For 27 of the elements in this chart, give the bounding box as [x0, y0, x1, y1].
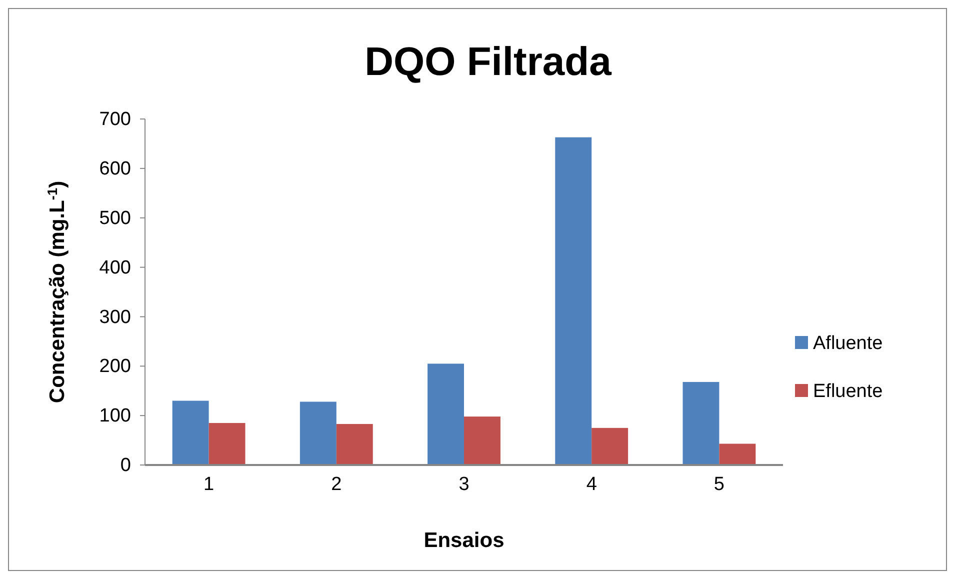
bar — [172, 400, 209, 465]
y-tick-label: 500 — [99, 208, 131, 229]
y-tick-label: 600 — [99, 158, 131, 180]
y-tick-label: 400 — [99, 257, 131, 278]
bar — [208, 422, 246, 465]
y-tick-label: 300 — [99, 306, 131, 328]
bar — [336, 424, 373, 465]
x-tick-label: 3 — [458, 474, 470, 495]
chart-title: DQO Filtrada — [364, 40, 612, 84]
y-tick-label: 200 — [99, 356, 131, 378]
bar — [682, 382, 720, 465]
bar — [464, 416, 500, 465]
bar — [300, 402, 336, 465]
legend-label: Efluente — [813, 381, 883, 402]
x-tick-label: 5 — [714, 474, 724, 495]
x-tick-label: 4 — [586, 474, 598, 495]
bar — [719, 444, 756, 465]
y-tick-label: 700 — [99, 109, 131, 130]
y-tick-label: 100 — [99, 406, 131, 427]
x-tick-label: 2 — [331, 474, 342, 495]
bar — [428, 364, 464, 465]
x-axis-title: Ensaios — [424, 529, 504, 552]
x-tick-label: 1 — [204, 474, 214, 495]
bar — [592, 428, 628, 465]
legend-label: Afluente — [813, 333, 883, 354]
y-tick-label: 0 — [120, 455, 131, 476]
bar — [555, 137, 592, 465]
